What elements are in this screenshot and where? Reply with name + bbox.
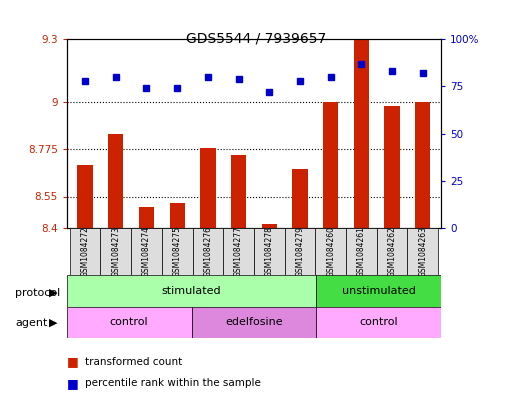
Text: GSM1084279: GSM1084279 [295, 226, 305, 277]
Bar [262, 224, 277, 228]
FancyBboxPatch shape [315, 228, 346, 275]
Text: GSM1084278: GSM1084278 [265, 226, 274, 277]
Text: unstimulated: unstimulated [342, 286, 416, 296]
Text: GSM1084276: GSM1084276 [203, 226, 212, 277]
Text: GSM1084274: GSM1084274 [142, 226, 151, 277]
FancyBboxPatch shape [101, 228, 131, 275]
Text: stimulated: stimulated [162, 286, 221, 296]
Text: GSM1084263: GSM1084263 [418, 226, 427, 277]
Bar [108, 134, 124, 228]
Text: control: control [360, 317, 398, 327]
FancyBboxPatch shape [131, 228, 162, 275]
FancyBboxPatch shape [407, 228, 438, 275]
Text: GSM1084273: GSM1084273 [111, 226, 121, 277]
Text: protocol: protocol [15, 288, 61, 298]
Bar [292, 169, 308, 228]
Text: GSM1084272: GSM1084272 [81, 226, 90, 277]
FancyBboxPatch shape [162, 228, 192, 275]
Bar [169, 203, 185, 228]
Text: control: control [110, 317, 148, 327]
FancyBboxPatch shape [192, 228, 223, 275]
Text: ▶: ▶ [49, 318, 57, 328]
Bar [200, 148, 215, 228]
Text: ■: ■ [67, 355, 78, 368]
FancyBboxPatch shape [377, 228, 407, 275]
FancyBboxPatch shape [67, 275, 317, 307]
FancyBboxPatch shape [254, 228, 285, 275]
FancyBboxPatch shape [317, 307, 441, 338]
FancyBboxPatch shape [70, 228, 101, 275]
Bar [139, 207, 154, 228]
Bar [384, 107, 400, 228]
Text: GSM1084260: GSM1084260 [326, 226, 335, 277]
Text: ■: ■ [67, 376, 78, 390]
Text: GSM1084261: GSM1084261 [357, 226, 366, 277]
Text: agent: agent [15, 318, 48, 328]
FancyBboxPatch shape [346, 228, 377, 275]
FancyBboxPatch shape [285, 228, 315, 275]
Text: GSM1084262: GSM1084262 [387, 226, 397, 277]
Bar [231, 154, 246, 228]
Text: GSM1084277: GSM1084277 [234, 226, 243, 277]
FancyBboxPatch shape [223, 228, 254, 275]
Bar [77, 165, 93, 228]
FancyBboxPatch shape [191, 307, 317, 338]
Bar [353, 39, 369, 228]
Text: edelfosine: edelfosine [225, 317, 283, 327]
Bar [415, 102, 430, 228]
FancyBboxPatch shape [67, 307, 191, 338]
Text: GDS5544 / 7939657: GDS5544 / 7939657 [186, 31, 327, 46]
Text: GSM1084275: GSM1084275 [173, 226, 182, 277]
Bar [323, 102, 339, 228]
Text: percentile rank within the sample: percentile rank within the sample [85, 378, 261, 388]
FancyBboxPatch shape [317, 275, 441, 307]
Text: ▶: ▶ [49, 288, 57, 298]
Text: transformed count: transformed count [85, 356, 182, 367]
